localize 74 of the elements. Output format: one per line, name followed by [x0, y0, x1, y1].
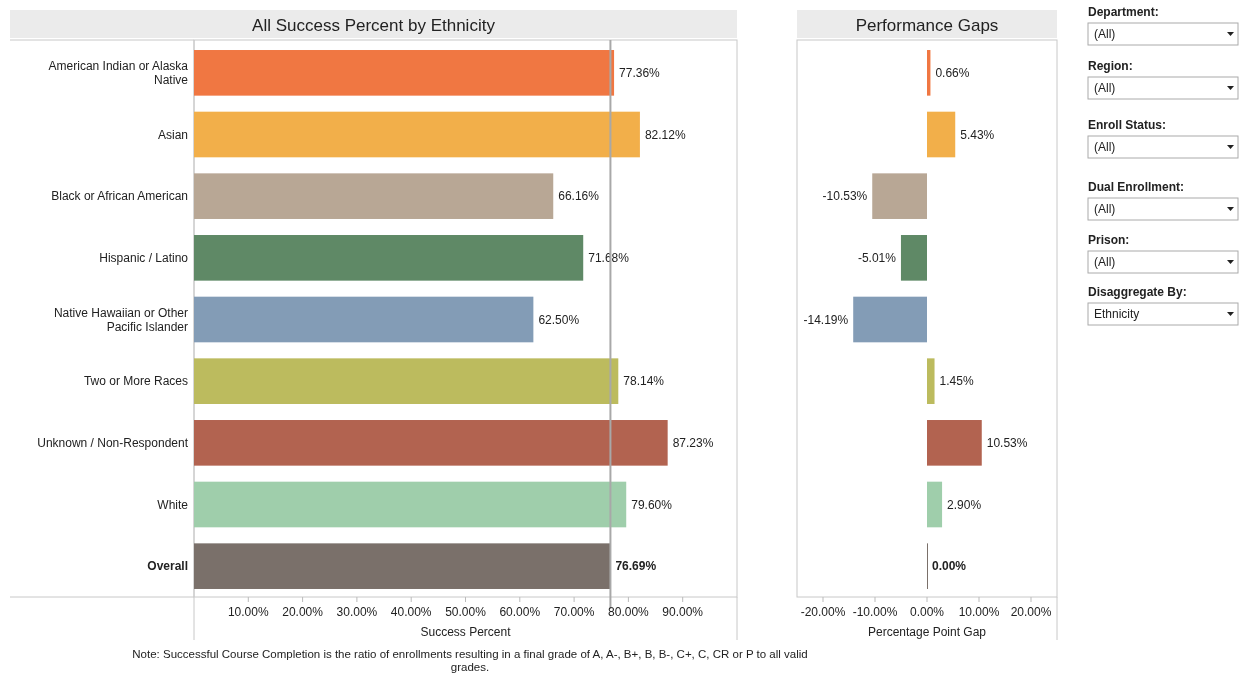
data-label: 77.36% — [619, 65, 661, 80]
data-label: 66.16% — [558, 189, 600, 204]
y-tick-label: Native Hawaiian or Other Pacific Islander — [53, 305, 188, 334]
data-label: -14.19% — [803, 312, 849, 327]
data-label: 2.90% — [947, 497, 982, 512]
bar — [194, 235, 584, 281]
bar — [194, 543, 611, 589]
y-tick-label: Hispanic / Latino — [99, 250, 189, 265]
x-tick-label: 70.00% — [553, 605, 595, 619]
text: Dual Enrollment: — [1088, 180, 1185, 194]
bar — [900, 235, 927, 281]
chart-title: Performance Gaps — [855, 16, 999, 35]
text: Disaggregate By: — [1088, 285, 1187, 299]
text: Prison: — [1088, 233, 1130, 247]
data-label: 76.69% — [615, 559, 657, 574]
text: Department: — [1088, 5, 1159, 19]
text: (All) — [1094, 255, 1116, 269]
x-tick-label: 60.00% — [499, 605, 541, 619]
text: Enroll Status: — [1088, 118, 1167, 132]
x-tick-label: 10.00% — [958, 605, 1000, 619]
data-label: 87.23% — [672, 435, 714, 450]
text: (All) — [1094, 81, 1116, 95]
data-label: 5.43% — [960, 127, 995, 142]
bar — [927, 111, 956, 158]
bar — [194, 50, 615, 96]
y-tick-label: American Indian or Alaska Native — [48, 58, 189, 87]
x-axis-title: Percentage Point Gap — [867, 625, 987, 639]
x-tick-label: 50.00% — [445, 605, 487, 619]
data-label: 82.12% — [644, 127, 686, 142]
data-label: 79.60% — [631, 497, 673, 512]
bar — [194, 173, 554, 219]
y-tick-label: Two or More Races — [83, 374, 188, 389]
data-label: -5.01% — [857, 250, 897, 265]
text: (All) — [1094, 27, 1116, 41]
bar — [194, 296, 534, 343]
x-tick-label: 80.00% — [608, 605, 650, 619]
y-tick-label: Black or African American — [51, 189, 188, 204]
x-tick-label: 30.00% — [336, 605, 378, 619]
text: (All) — [1094, 140, 1116, 154]
data-label: 62.50% — [538, 312, 580, 327]
x-axis-title: Success Percent — [420, 625, 512, 639]
chart-title: All Success Percent by Ethnicity — [252, 16, 496, 35]
y-tick-label: Overall — [147, 559, 188, 574]
bar — [927, 358, 935, 404]
data-label: 0.66% — [935, 65, 970, 80]
bar — [853, 296, 927, 343]
text: Ethnicity — [1094, 307, 1140, 321]
x-tick-label: 20.00% — [282, 605, 324, 619]
x-tick-label: 40.00% — [390, 605, 432, 619]
data-label: -10.53% — [822, 189, 868, 204]
bar — [194, 358, 619, 404]
x-tick-label: -10.00% — [852, 605, 898, 619]
y-tick-label: White — [157, 497, 189, 512]
bar — [927, 420, 982, 466]
bar — [927, 481, 943, 528]
y-tick-label: Unknown / Non-Respondent — [37, 435, 189, 450]
x-tick-label: -20.00% — [800, 605, 846, 619]
x-tick-label: 10.00% — [227, 605, 269, 619]
data-label: 10.53% — [986, 435, 1028, 450]
text: Note: Successful Course Completion is the ratio of enrollments resulting in a final grade of A, A-, B+, B, B-, C+, C, CR or P to all valid grades. — [131, 648, 809, 674]
data-label: 71.68% — [588, 250, 630, 265]
text: Region: — [1088, 59, 1133, 73]
data-label: 1.45% — [939, 374, 974, 389]
text: (All) — [1094, 202, 1116, 216]
y-tick-label: Asian — [157, 127, 188, 142]
x-tick-label: 0.00% — [909, 605, 945, 619]
data-label: 0.00% — [932, 559, 967, 574]
bar — [194, 481, 627, 528]
bar — [872, 173, 927, 219]
bar — [194, 111, 640, 158]
x-tick-label: 90.00% — [662, 605, 704, 619]
data-label: 78.14% — [623, 374, 665, 389]
x-tick-label: 20.00% — [1010, 605, 1052, 619]
bar — [194, 420, 668, 466]
